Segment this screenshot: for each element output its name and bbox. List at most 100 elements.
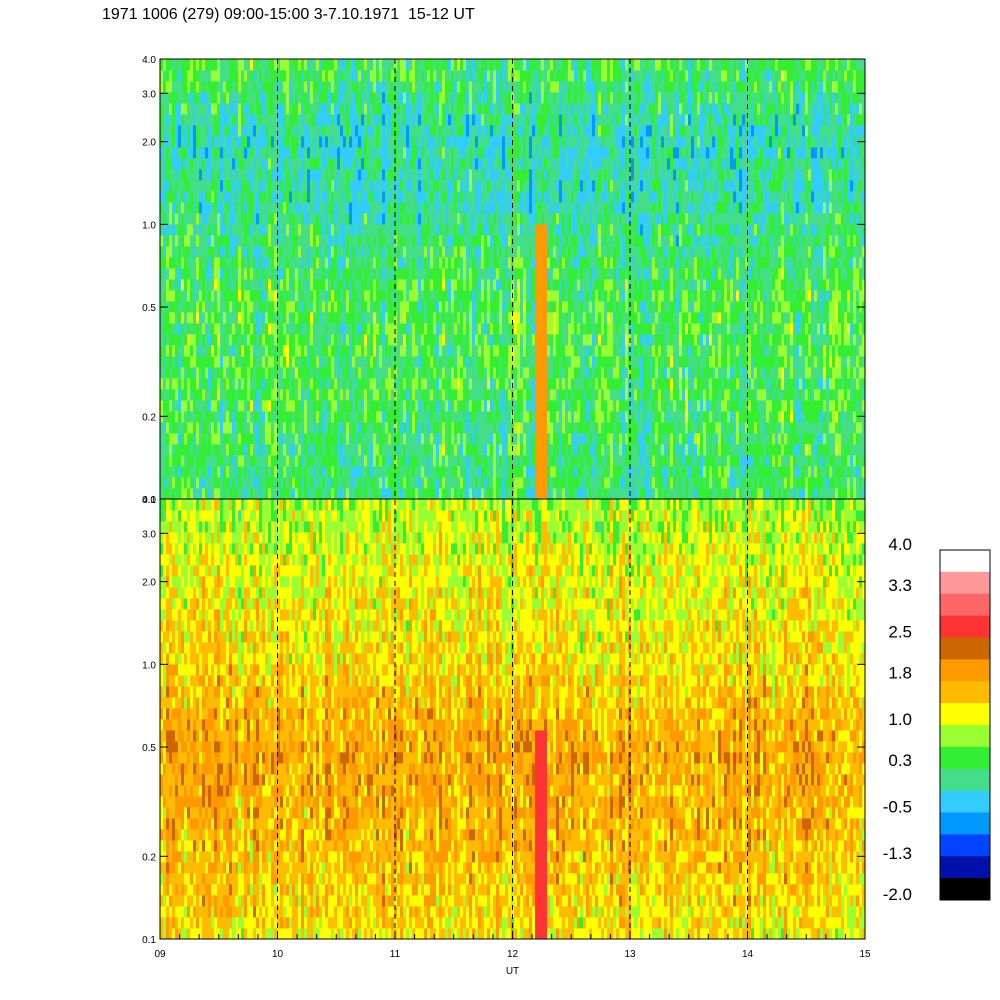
- spectrogram-cell: [256, 400, 260, 412]
- spectrogram-cell: [742, 290, 746, 302]
- spectrogram-cell: [550, 279, 554, 291]
- spectrogram-cell: [709, 488, 713, 499]
- spectrogram-cell: [277, 444, 281, 456]
- spectrogram-cell: [223, 290, 227, 302]
- spectrogram-cell: [694, 323, 698, 335]
- spectrogram-cell: [442, 323, 446, 335]
- spectrogram-cell: [160, 312, 164, 324]
- spectrogram-cell: [718, 334, 722, 346]
- spectrogram-cell: [856, 279, 860, 291]
- spectrogram-cell: [484, 389, 488, 401]
- spectrogram-cell: [598, 367, 602, 379]
- spectrogram-cell: [208, 312, 212, 324]
- spectrogram-cell: [190, 356, 194, 368]
- spectrogram-cell: [589, 433, 593, 445]
- spectrogram-cell: [262, 411, 266, 423]
- spectrogram-cell: [604, 466, 608, 478]
- spectrogram-cell: [487, 389, 491, 401]
- spectrogram-cell: [463, 268, 467, 280]
- spectrogram-cell: [358, 367, 362, 379]
- spectrogram-cell: [769, 411, 773, 423]
- spectrogram-cell: [373, 389, 377, 401]
- spectrogram-cell: [625, 279, 629, 291]
- spectrogram-cell: [283, 411, 287, 423]
- spectrogram-cell: [160, 488, 164, 499]
- spectrogram-cell: [742, 312, 746, 324]
- spectrogram-cell: [430, 389, 434, 401]
- spectrogram-cell: [778, 334, 782, 346]
- spectrogram-cell: [514, 389, 518, 401]
- spectrogram-cell: [277, 466, 281, 478]
- spectrogram-cell: [454, 268, 458, 280]
- spectrogram-cell: [316, 312, 320, 324]
- spectrogram-cell: [658, 389, 662, 401]
- spectrogram-cell: [496, 334, 500, 346]
- spectrogram-cell: [187, 488, 191, 499]
- spectrogram-cell: [544, 312, 548, 324]
- spectrogram-cell: [454, 356, 458, 368]
- spectrogram-cell: [379, 411, 383, 423]
- spectrogram-cell: [619, 345, 623, 357]
- spectrogram-cell: [487, 488, 491, 499]
- spectrogram-cell: [310, 290, 314, 302]
- spectrogram-cell: [292, 367, 296, 379]
- spectrogram-cell: [472, 312, 476, 324]
- spectrogram-cell: [343, 257, 347, 269]
- spectrogram-cell: [304, 290, 308, 302]
- spectrogram-cell: [325, 455, 329, 467]
- spectrogram-cell: [472, 290, 476, 302]
- spectrogram-cell: [766, 433, 770, 445]
- spectrogram-cell: [607, 345, 611, 357]
- spectrogram-cell: [592, 367, 596, 379]
- spectrogram-cell: [766, 477, 770, 489]
- spectrogram-cell: [310, 400, 314, 412]
- spectrogram-cell: [400, 356, 404, 368]
- spectrogram-cell: [496, 389, 500, 401]
- spectrogram-cell: [811, 488, 815, 499]
- spectrogram-cell: [424, 312, 428, 324]
- spectrogram-cell: [490, 400, 494, 412]
- spectrogram-cell: [667, 312, 671, 324]
- spectrogram-cell: [748, 389, 752, 401]
- spectrogram-cell: [853, 400, 857, 412]
- spectrogram-cell: [205, 411, 209, 423]
- spectrogram-cell: [532, 345, 536, 357]
- spectrogram-cell: [832, 400, 836, 412]
- spectrogram-cell: [295, 356, 299, 368]
- spectrogram-cell: [559, 312, 563, 324]
- spectrogram-cell: [742, 477, 746, 489]
- spectrogram-cell: [160, 345, 164, 357]
- spectrogram-cell: [529, 312, 533, 324]
- spectrogram-cell: [511, 422, 515, 434]
- spectrogram-cell: [637, 433, 641, 445]
- spectrogram-cell: [445, 334, 449, 346]
- spectrogram-cell: [676, 334, 680, 346]
- spectrogram-cell: [409, 290, 413, 302]
- spectrogram-cell: [400, 411, 404, 423]
- spectrogram-cell: [817, 411, 821, 423]
- spectrogram-cell: [220, 444, 224, 456]
- spectrogram-cell: [580, 279, 584, 291]
- spectrogram-cell: [499, 290, 503, 302]
- spectrogram-cell: [580, 323, 584, 335]
- spectrogram-cell: [439, 422, 443, 434]
- spectrogram-cell: [418, 389, 422, 401]
- spectrogram-cell: [676, 367, 680, 379]
- spectrogram-cell: [193, 488, 197, 499]
- spectrogram-cell: [718, 422, 722, 434]
- spectrogram-cell: [229, 444, 233, 456]
- spectrogram-cell: [460, 411, 464, 423]
- spectrogram-cell: [409, 345, 413, 357]
- spectrogram-cell: [283, 279, 287, 291]
- spectrogram-cell: [166, 488, 170, 499]
- spectrogram-cell: [505, 433, 509, 445]
- spectrogram-cell: [574, 389, 578, 401]
- spectrogram-cell: [532, 466, 536, 478]
- spectrogram-cell: [292, 279, 296, 291]
- spectrogram-cell: [244, 268, 248, 280]
- spectrogram-cell: [316, 411, 320, 423]
- spectrogram-cell: [535, 356, 539, 368]
- spectrogram-cell: [790, 301, 794, 313]
- spectrogram-cell: [610, 477, 614, 489]
- spectrogram-cell: [247, 488, 251, 499]
